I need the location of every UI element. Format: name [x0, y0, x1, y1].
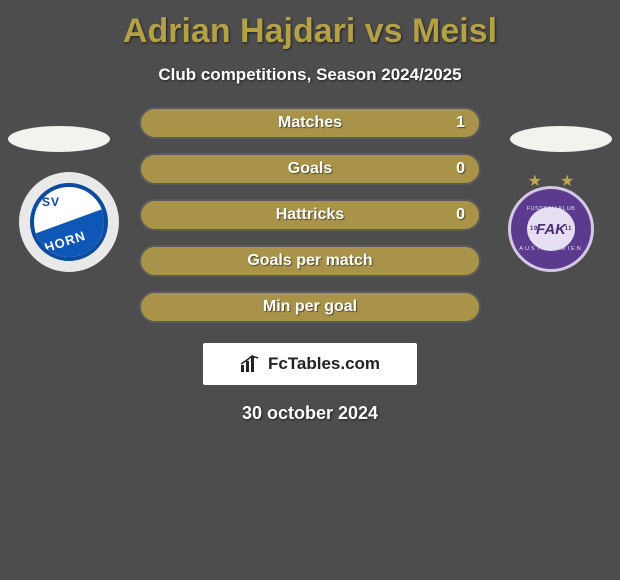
watermark-label: FcTables.com: [268, 354, 380, 374]
player-placeholder-right: [510, 126, 612, 152]
subtitle: Club competitions, Season 2024/2025: [0, 65, 620, 85]
date-label: 30 october 2024: [0, 403, 620, 424]
stat-pill: Goals per match: [139, 245, 481, 277]
stat-pill: Min per goal: [139, 291, 481, 323]
stat-value-right: 1: [456, 114, 465, 132]
crest-left-top-text: SV: [42, 195, 60, 209]
stat-label: Hattricks: [276, 206, 344, 224]
player-placeholder-left: [8, 126, 110, 152]
crest-right-arc-bottom: AUSTRIA WIEN: [511, 246, 591, 252]
stat-value-right: 0: [456, 206, 465, 224]
stat-label: Goals per match: [247, 252, 372, 270]
watermark[interactable]: FcTables.com: [203, 343, 417, 385]
stat-pill: Goals 0: [139, 153, 481, 185]
page-title: Adrian Hajdari vs Meisl: [0, 0, 620, 51]
stat-label: Goals: [288, 160, 332, 178]
stat-pill: Hattricks 0: [139, 199, 481, 231]
club-crest-right: ★★ FUSSBALLKLUB FAK 19 11 AUSTRIA WIEN: [501, 172, 601, 272]
stat-value-right: 0: [456, 160, 465, 178]
club-crest-left: SV HORN: [19, 172, 119, 272]
stat-pill: Matches 1: [139, 107, 481, 139]
crest-right-monogram: FAK 19 11: [527, 207, 575, 251]
stat-label: Matches: [278, 114, 342, 132]
bar-chart-icon: [240, 355, 262, 373]
stat-label: Min per goal: [263, 298, 357, 316]
